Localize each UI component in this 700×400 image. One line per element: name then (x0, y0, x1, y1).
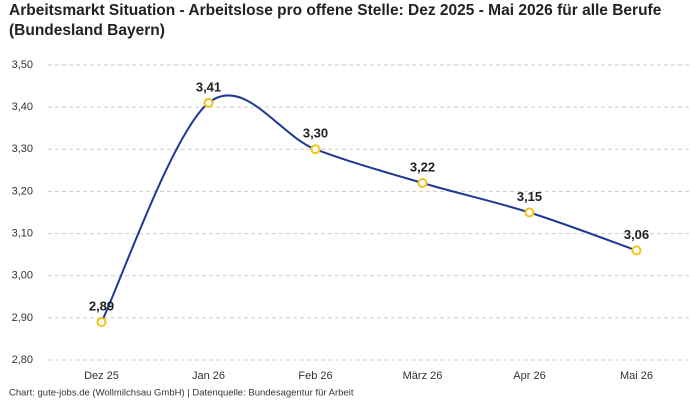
line (100, 94, 637, 323)
marker (417, 178, 428, 188)
x-tick-label: Jan 26 (192, 370, 225, 382)
chart-title: Arbeitsmarkt Situation - Arbeitslose pro… (9, 2, 662, 39)
y-tick-label: 2,90 (12, 312, 33, 324)
x-tick-label: Mai 26 (620, 370, 653, 382)
y-tick-label: 3,50 (12, 59, 33, 71)
x-tick-label: Feb 26 (298, 370, 332, 382)
y-tick-label: 3,00 (12, 270, 33, 282)
value-label: 3,22 (410, 159, 435, 174)
value-label: 2,89 (89, 299, 114, 314)
x-tick-label: Dez 25 (84, 370, 119, 382)
y-tick-label: 3,10 (12, 227, 33, 239)
x-tick-label: März 26 (403, 370, 443, 382)
marker (203, 97, 214, 108)
value-label: 3,30 (303, 126, 328, 141)
y-tick-label: 3,40 (12, 101, 33, 113)
marker (524, 207, 535, 218)
source: Chart: gute-jobs.de (Wollmilchsau GmbH) … (9, 388, 354, 399)
x-tick-label: Apr 26 (513, 370, 545, 382)
y-tick-label: 2,80 (12, 354, 33, 366)
value-label: 3,15 (517, 189, 542, 204)
y-tick-label: 3,20 (12, 185, 33, 197)
marker (96, 317, 107, 328)
y-tick-label: 3,30 (12, 143, 33, 155)
marker (631, 245, 642, 256)
value-label: 3,06 (624, 227, 649, 242)
value-label: 3,41 (196, 79, 221, 94)
marker (310, 144, 321, 155)
